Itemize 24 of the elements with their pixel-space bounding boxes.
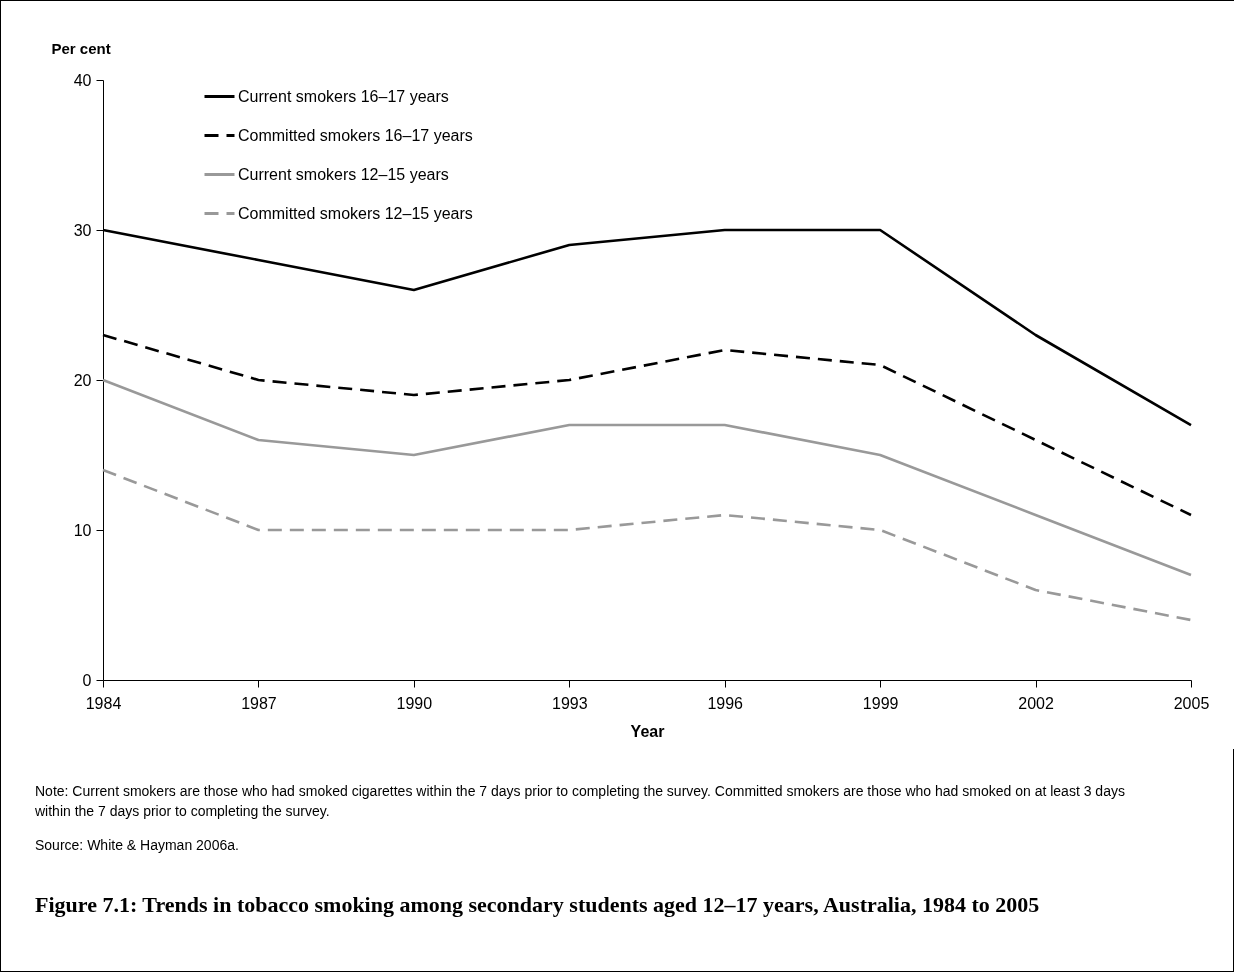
- y-tick-label: 0: [82, 671, 92, 689]
- x-tick-label: 1999: [862, 694, 899, 712]
- x-tick-label: 2002: [1018, 694, 1054, 712]
- y-tick-label: 10: [73, 521, 92, 539]
- legend-label: Committed smokers 12–15 years: [238, 204, 473, 222]
- y-tick-label: 20: [73, 371, 92, 389]
- legend-label: Current smokers 16–17 years: [238, 87, 449, 105]
- x-tick-label: 1993: [551, 694, 588, 712]
- y-axis-title: Per cent: [51, 39, 111, 57]
- legend-label: Committed smokers 16–17 years: [238, 126, 473, 144]
- x-tick-label: 1984: [85, 694, 122, 712]
- text: Note: Current smokers are those who had smoked cigarettes within the 7 days prior to completing the survey. Committed smokers are those who had smoked on at least 3 days within the 7 days prior to completing the survey.: [35, 782, 1126, 821]
- text: Figure 7.1: Trends in tobacco smoking among secondary students aged 12–17 years, Australia, 1984 to 2005: [35, 891, 1041, 918]
- y-tick-label: 40: [73, 71, 92, 89]
- legend-label: Current smokers 12–15 years: [238, 165, 449, 183]
- y-tick-label: 30: [73, 221, 92, 239]
- line-series: [101, 468, 1193, 622]
- x-tick-label: 1996: [707, 694, 744, 712]
- x-tick-label: 1990: [396, 694, 433, 712]
- x-axis-title: Year: [630, 722, 665, 740]
- source-note: Source: White & Hayman 2006a.: [35, 836, 240, 855]
- x-tick-label: 2005: [1173, 694, 1210, 712]
- x-tick-label: 1987: [241, 694, 277, 712]
- line-series: [101, 378, 1193, 577]
